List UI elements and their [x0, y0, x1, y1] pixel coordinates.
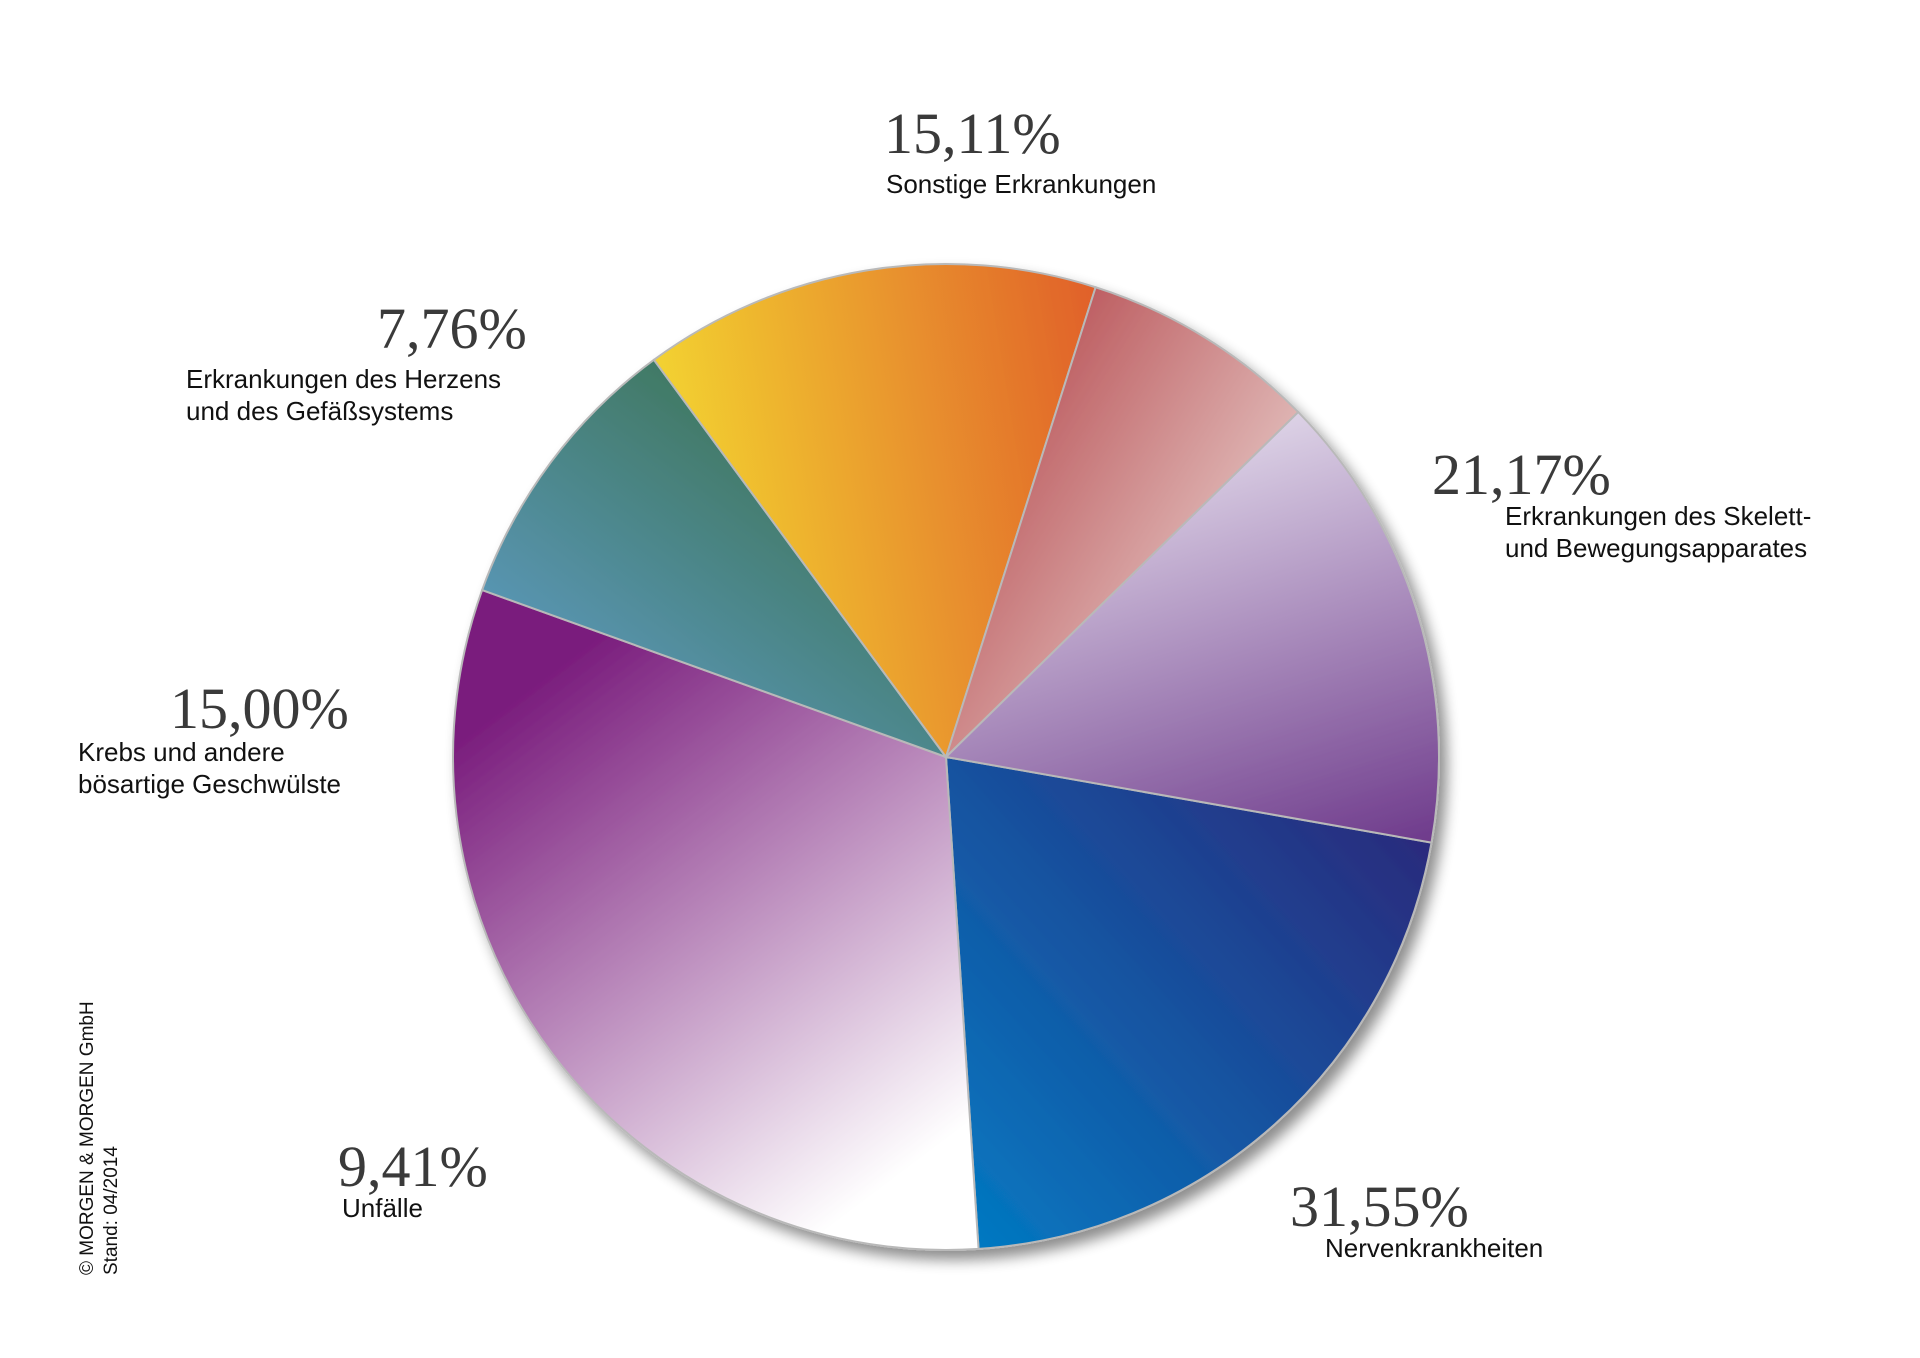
pie-slice-3	[480, 358, 949, 760]
copyright-line: © MORGEN & MORGEN GmbH	[77, 1001, 98, 1275]
slice-category-label-6: Sonstige Erkrankungen	[886, 168, 1156, 200]
slice-category-line: Sonstige Erkrankungen	[886, 169, 1157, 199]
slice-value-label-4: 15,00%	[170, 676, 349, 741]
slice-value-label-1: 21,17%	[1432, 442, 1611, 507]
slice-value-label-3: 9,41%	[338, 1134, 488, 1199]
pie-slice-5	[945, 285, 1300, 758]
pie-slice-1	[944, 755, 1433, 1250]
slice-category-line: Erkrankungen des Herzens	[186, 364, 502, 394]
slice-category-label-2: Nervenkrankheiten	[1325, 1232, 1543, 1264]
copyright-note: © MORGEN & MORGEN GmbH Stand: 04/2014	[76, 1001, 124, 1275]
date-line: Stand: 04/2014	[101, 1146, 122, 1275]
slice-category-label-4: Krebs und andere bösartige Geschwülste	[78, 736, 341, 800]
slice-category-label-3: Unfälle	[342, 1192, 423, 1224]
slice-category-line: bösartige Geschwülste	[78, 769, 342, 799]
slice-category-line: Krebs und andere	[78, 737, 285, 767]
slice-category-line: und des Gefäßsystems	[186, 396, 454, 426]
slice-category-label-5: Erkrankungen des Herzens und des Gefäßsys…	[186, 363, 501, 427]
slice-value-label-2: 31,55%	[1290, 1174, 1469, 1239]
pie-slice-2	[452, 588, 980, 1251]
slice-category-line: Erkrankungen des Skelett-	[1505, 501, 1812, 531]
slice-value-label-5: 7,76%	[377, 296, 527, 361]
slice-category-line: und Bewegungsapparates	[1505, 533, 1808, 563]
slice-category-line: Unfälle	[342, 1193, 423, 1223]
slice-category-label-1: Erkrankungen des Skelett-und Bewegungsap…	[1505, 500, 1811, 564]
slice-category-line: Nervenkrankheiten	[1325, 1233, 1544, 1263]
pie-slice-6	[943, 410, 1440, 844]
slice-value-label-6: 15,11%	[884, 101, 1061, 166]
